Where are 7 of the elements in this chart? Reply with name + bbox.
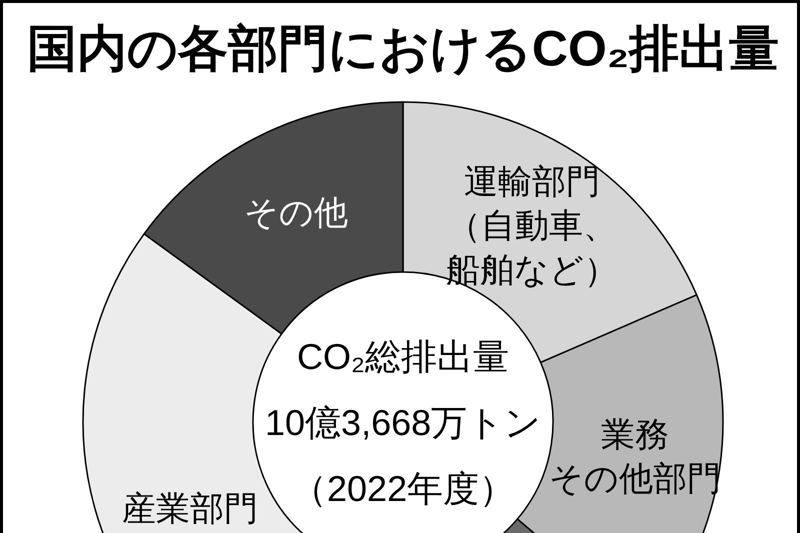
chart-title: 国内の各部門におけるCO₂排出量 (26, 20, 780, 76)
text: 10億3,668万トン (265, 402, 542, 443)
text: CO₂総排出量 (297, 336, 509, 377)
text: （2022年度） (291, 468, 516, 509)
slice-label: 運輸部門（自動車、船舶など） (446, 163, 618, 290)
slice-label: 産業部門 (122, 490, 258, 528)
slice-label: その他 (244, 194, 348, 232)
